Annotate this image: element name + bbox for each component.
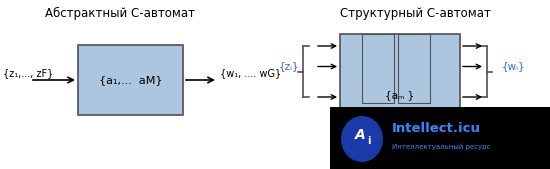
Text: {wᵢ}: {wᵢ} <box>502 62 526 71</box>
Text: {z₁,..., zF}: {z₁,..., zF} <box>3 68 53 78</box>
Text: {w₁, .... wG}: {w₁, .... wG} <box>220 68 281 78</box>
Text: Структурный С-автомат: Структурный С-автомат <box>339 7 491 20</box>
Bar <box>398 34 430 103</box>
Text: i: i <box>367 136 371 146</box>
Text: {a₁,...  aМ}: {a₁,... aМ} <box>99 75 162 85</box>
Bar <box>340 34 460 109</box>
Bar <box>362 34 394 103</box>
Text: {aₘ }: {aₘ } <box>386 90 415 100</box>
Bar <box>330 107 550 169</box>
Text: Intellect.icu: Intellect.icu <box>392 123 481 136</box>
Text: Интеллектуальный ресурс: Интеллектуальный ресурс <box>392 144 491 150</box>
Ellipse shape <box>341 116 383 162</box>
Text: Абстрактный С-автомат: Абстрактный С-автомат <box>45 7 195 20</box>
Bar <box>78 45 183 115</box>
Text: {zᵢ}: {zᵢ} <box>279 62 299 71</box>
Text: A: A <box>355 128 365 142</box>
